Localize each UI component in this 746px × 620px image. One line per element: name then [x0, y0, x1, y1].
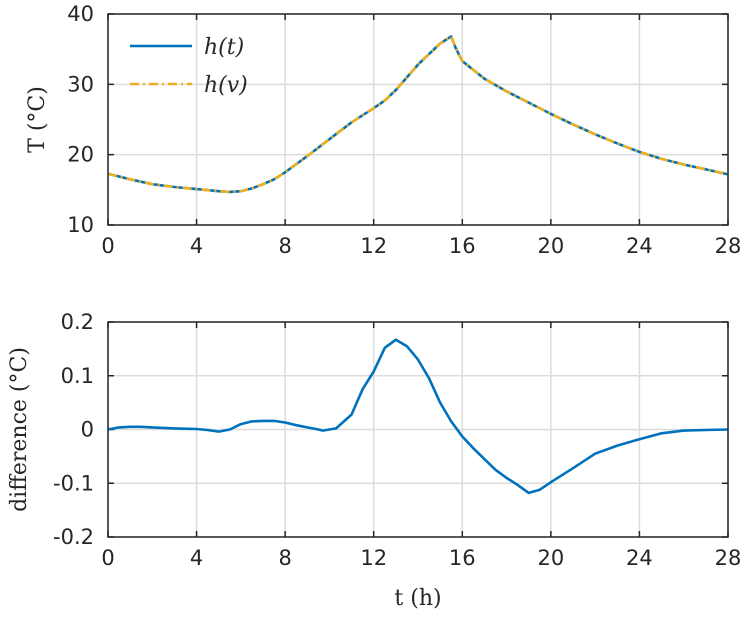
x-tick-label: 12 [360, 234, 387, 258]
x-tick-label: 0 [101, 234, 114, 258]
y-tick-label: -0.2 [53, 525, 94, 549]
y-axis-label: T (°C) [25, 86, 50, 153]
difference-panel: 0 4 8 12 16 20 24 28 -0.2 -0.1 0 0.1 0.2 difference (… [7, 310, 741, 611]
x-tick-label: 28 [715, 234, 742, 258]
gridlines [107, 13, 729, 226]
x-axis-label: t (h) [394, 586, 441, 611]
legend: h(t) h(v) [130, 35, 248, 98]
y-tick-label: 40 [67, 2, 94, 26]
series-line [107, 338, 729, 495]
x-tick-label: 16 [449, 234, 476, 258]
x-tick-label: 8 [278, 546, 291, 570]
y-tick-label: 20 [67, 143, 94, 167]
y-tick-label: -0.1 [53, 471, 94, 495]
x-tick-label: 20 [537, 546, 564, 570]
x-tick-label: 4 [190, 546, 203, 570]
y-tick-label: 0 [81, 418, 94, 442]
x-tick-label: 12 [360, 546, 387, 570]
y-tick-label: 0.1 [61, 364, 94, 388]
y-tick-label: 30 [67, 72, 94, 96]
axes-box [107, 13, 729, 226]
legend-label: h(t) [204, 35, 244, 60]
x-tick-label: 20 [537, 234, 564, 258]
y-tick-label: 0.2 [61, 310, 94, 334]
legend-label: h(v) [204, 73, 248, 98]
x-tick-label: 16 [449, 546, 476, 570]
x-tick-label: 8 [278, 234, 291, 258]
series-line [107, 35, 729, 194]
x-tick-label: 24 [626, 234, 653, 258]
x-tick-label: 0 [101, 546, 114, 570]
axes-box [107, 321, 729, 538]
series-line [107, 35, 729, 194]
x-tick-label: 24 [626, 546, 653, 570]
x-tick-label: 28 [715, 546, 742, 570]
y-tick-label: 10 [67, 213, 94, 237]
temperature-panel: 0 4 8 12 16 20 24 28 10 20 30 40 T (°C) h(t) h(v) [25, 2, 741, 258]
x-tick-label: 4 [190, 234, 203, 258]
y-axis-label: difference (°C) [7, 347, 32, 512]
